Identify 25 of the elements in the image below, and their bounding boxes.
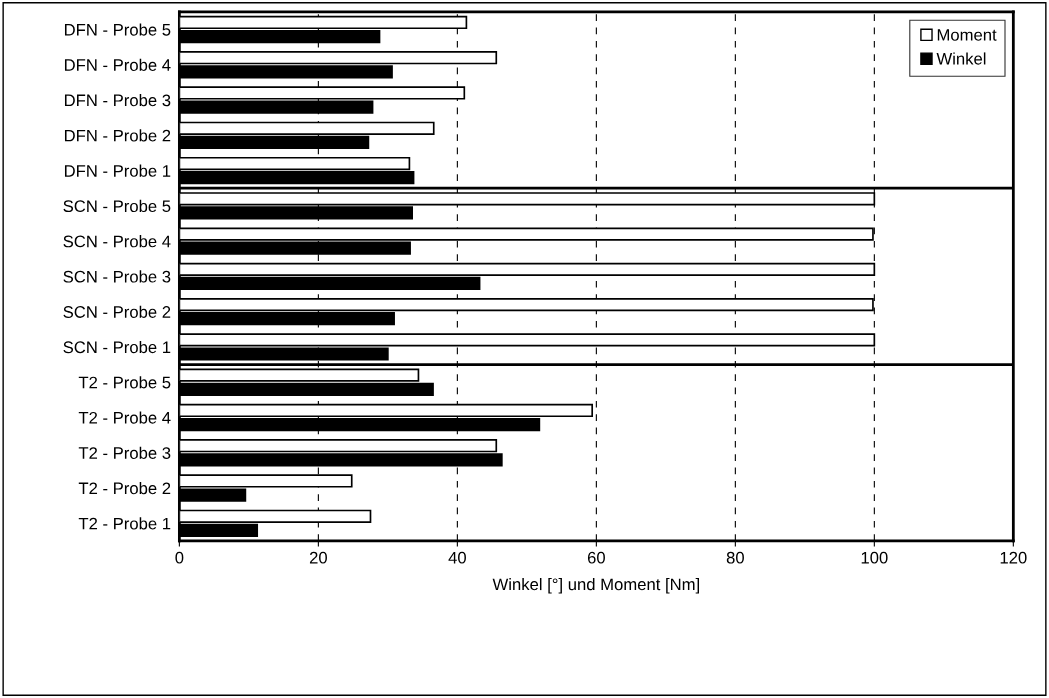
x-tick-label: 20 <box>309 551 327 564</box>
x-tick-label: 0 <box>175 551 184 564</box>
x-tick-label: 80 <box>726 551 744 564</box>
y-tick-label: T2 - Probe 5 <box>78 376 171 389</box>
y-tick-label: SCN - Probe 1 <box>63 340 171 354</box>
legend-label: Moment <box>937 29 997 41</box>
x-tick-label: 60 <box>587 551 605 564</box>
y-tick-label: DFN - Probe 4 <box>64 58 171 71</box>
y-tick-label: DFN - Probe 5 <box>64 23 171 36</box>
x-tick-label: 100 <box>861 551 888 564</box>
y-tick-label: SCN - Probe 2 <box>63 305 171 318</box>
y-tick-label: SCN - Probe 5 <box>63 199 171 213</box>
y-tick-label: T2 - Probe 2 <box>78 482 171 495</box>
y-tick-label: T2 - Probe 3 <box>78 446 171 459</box>
y-tick-label: DFN - Probe 1 <box>64 164 171 177</box>
y-tick-label: DFN - Probe 3 <box>64 94 171 107</box>
y-tick-label: SCN - Probe 3 <box>63 270 171 283</box>
y-tick-label: DFN - Probe 2 <box>64 129 171 142</box>
y-tick-label: T2 - Probe 4 <box>78 411 171 424</box>
x-tick-label: 40 <box>448 551 466 564</box>
y-tick-label: SCN - Probe 4 <box>63 235 171 248</box>
y-tick-label: T2 - Probe 1 <box>78 517 171 530</box>
x-tick-label: 120 <box>1000 551 1027 564</box>
x-axis-title: Winkel [°] und Moment [Nm] <box>492 578 699 594</box>
legend-label: Winkel <box>936 52 986 65</box>
